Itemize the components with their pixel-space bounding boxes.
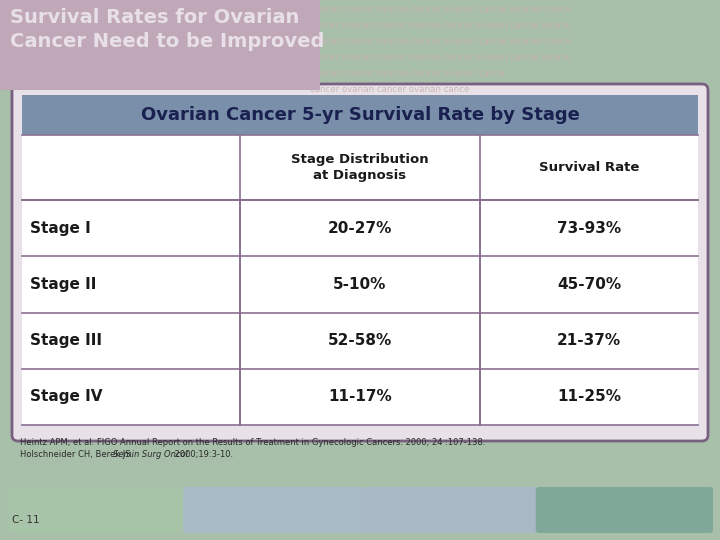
Text: 2000;19:3-10.: 2000;19:3-10. xyxy=(172,450,233,459)
FancyBboxPatch shape xyxy=(7,487,184,533)
FancyBboxPatch shape xyxy=(536,487,713,533)
Text: ovarian cancer ovarian cancer ovarian cancer ovarian cance: ovarian cancer ovarian cancer ovarian ca… xyxy=(310,37,571,46)
Text: 11-17%: 11-17% xyxy=(328,389,392,404)
Text: Stage Distribution
at Diagnosis: Stage Distribution at Diagnosis xyxy=(291,153,429,182)
Text: Holschneider CH, Berek JS.: Holschneider CH, Berek JS. xyxy=(20,450,136,459)
Text: Semin Surg Oncol.: Semin Surg Oncol. xyxy=(113,450,191,459)
FancyBboxPatch shape xyxy=(184,487,361,533)
Text: 73-93%: 73-93% xyxy=(557,221,621,235)
Text: Survival Rate: Survival Rate xyxy=(539,161,639,174)
Text: ovarian cancer ovarian cancer ovarian cance: ovarian cancer ovarian cancer ovarian ca… xyxy=(310,69,505,78)
Text: 5-10%: 5-10% xyxy=(333,277,387,292)
Text: Survival Rates for Ovarian
Cancer Need to be Improved: Survival Rates for Ovarian Cancer Need t… xyxy=(10,8,325,51)
Bar xyxy=(22,135,698,200)
FancyBboxPatch shape xyxy=(359,487,536,533)
FancyBboxPatch shape xyxy=(12,84,708,441)
Text: Ovarian Cancer 5-yr Survival Rate by Stage: Ovarian Cancer 5-yr Survival Rate by Sta… xyxy=(140,106,580,124)
Text: cancer ovarian cancer ovarian cancer ovarian cancer ovaria: cancer ovarian cancer ovarian cancer ova… xyxy=(310,53,570,62)
Bar xyxy=(22,95,698,135)
Text: 52-58%: 52-58% xyxy=(328,333,392,348)
Bar xyxy=(22,256,698,313)
Bar xyxy=(22,313,698,369)
Text: ovarian cancer ovarian cancer ovarian cancer ovarian cance: ovarian cancer ovarian cancer ovarian ca… xyxy=(310,5,571,14)
Text: Stage III: Stage III xyxy=(30,333,102,348)
Bar xyxy=(22,369,698,425)
Text: 45-70%: 45-70% xyxy=(557,277,621,292)
Bar xyxy=(0,0,320,90)
Text: 11-25%: 11-25% xyxy=(557,389,621,404)
Text: 20-27%: 20-27% xyxy=(328,221,392,235)
Text: C- 11: C- 11 xyxy=(12,515,40,525)
Text: Stage I: Stage I xyxy=(30,221,91,235)
Text: Stage IV: Stage IV xyxy=(30,389,102,404)
Text: cancer ovarian cancer ovarian cancer ovarian cancer ovaria: cancer ovarian cancer ovarian cancer ova… xyxy=(310,21,570,30)
Text: cancer ovarian cancer ovarian cance: cancer ovarian cancer ovarian cance xyxy=(310,85,469,94)
Text: Stage II: Stage II xyxy=(30,277,96,292)
Text: 21-37%: 21-37% xyxy=(557,333,621,348)
Bar xyxy=(22,200,698,256)
Text: Heintz APM, et al. FIGO Annual Report on the Results of Treatment in Gynecologic: Heintz APM, et al. FIGO Annual Report on… xyxy=(20,438,485,447)
